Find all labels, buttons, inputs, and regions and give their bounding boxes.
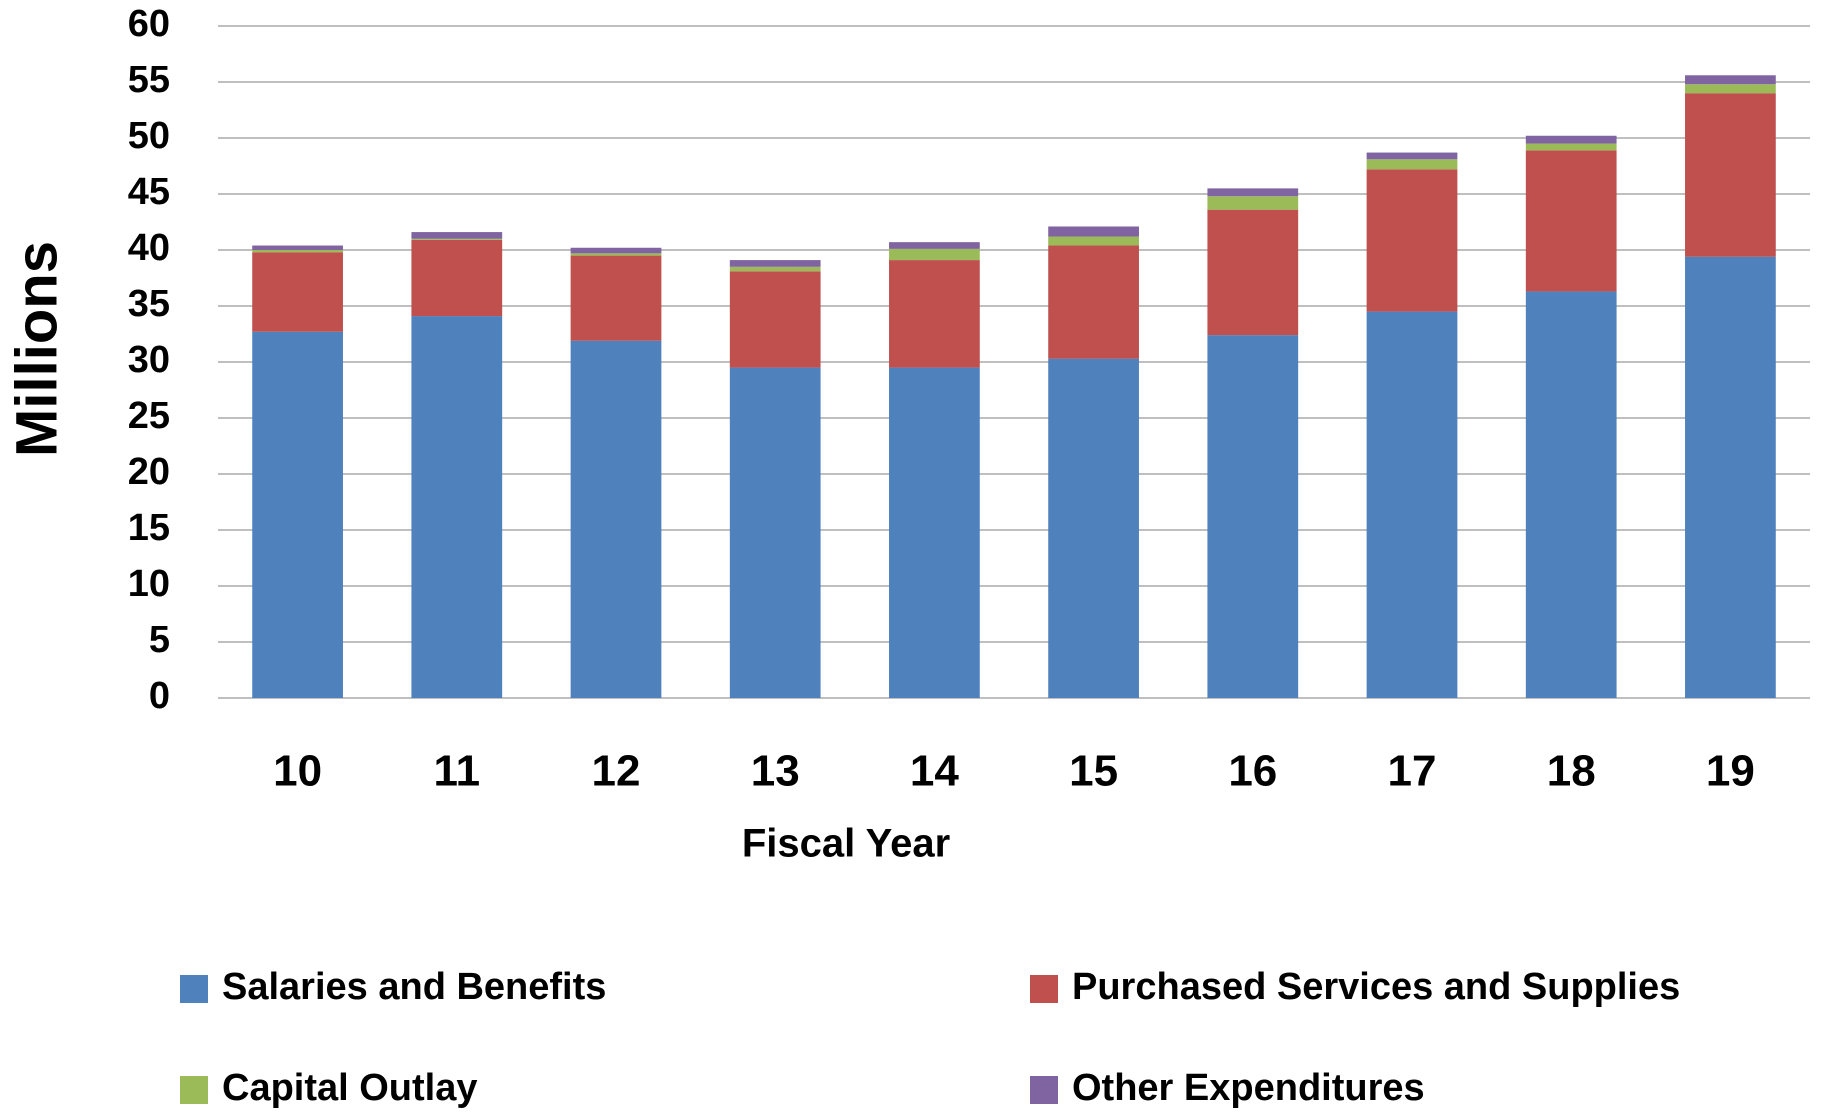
bar-segment [252,250,343,253]
bar-segment [1048,236,1139,246]
bar-segment [889,242,980,249]
bar-segment [1048,226,1139,237]
bar-segment [889,367,980,698]
legend-swatch [180,1076,208,1104]
y-tick-label: 60 [128,3,170,45]
bar-segment [411,316,503,698]
y-tick-label: 25 [128,395,170,437]
legend-label: Capital Outlay [222,1067,478,1109]
x-tick-label: 15 [1069,747,1118,796]
bar-segment [1207,335,1299,698]
bar-segment [1366,152,1458,160]
bar-segment [1048,245,1139,359]
y-tick-label: 50 [128,115,170,157]
x-tick-label: 10 [273,747,322,796]
x-tick-label: 16 [1228,747,1277,796]
bar-segment [411,239,503,317]
y-tick-label: 40 [128,227,170,269]
bar-segment [570,340,662,698]
bar-segment [1366,159,1458,170]
y-tick-label: 5 [149,619,170,661]
x-tick-label: 19 [1706,747,1755,796]
bar-segment [570,255,662,341]
legend-label: Other Expenditures [1072,1067,1425,1109]
y-axis-title: Millions [4,241,69,457]
legend-swatch [1030,1076,1058,1104]
bar-segment [729,271,821,368]
y-tick-label: 45 [128,171,170,213]
bar-segment [1525,135,1617,144]
bar-segment [1525,143,1617,151]
x-tick-label: 14 [910,747,959,796]
bar-segment [411,238,503,240]
bar-segment [889,260,980,368]
bar-segment [1525,150,1617,292]
bar-segment [1207,209,1299,336]
y-tick-label: 55 [128,59,170,101]
x-tick-label: 17 [1388,747,1437,796]
bar-segment [1207,196,1299,210]
bar-segment [729,266,821,272]
x-tick-label: 13 [751,747,800,796]
x-tick-label: 11 [434,747,481,796]
bar-segment [889,248,980,261]
y-tick-label: 0 [149,675,170,717]
bar-segment [411,232,503,239]
legend-swatch [1030,975,1058,1003]
bar-segment [1207,188,1299,197]
bar-segment [729,367,821,698]
bar-segment [1685,256,1776,698]
bar-segment [1685,84,1776,94]
bar-segment [1366,169,1458,312]
bar-segment [570,247,662,254]
y-tick-label: 35 [128,283,170,325]
legend-label: Salaries and Benefits [222,966,606,1008]
y-tick-label: 30 [128,339,170,381]
bar-segment [1366,311,1458,698]
bar-segment [570,253,662,256]
y-tick-label: 15 [128,507,170,549]
y-tick-label: 10 [128,563,170,605]
bar-segment [1048,358,1139,698]
x-tick-label: 12 [592,747,641,796]
bar-segment [252,331,343,698]
bar-segment [1685,75,1776,85]
bar-segment [1685,93,1776,257]
bar-segment [252,252,343,332]
bar-segment [252,245,343,250]
legend-label: Purchased Services and Supplies [1072,966,1680,1008]
bar-segment [729,260,821,267]
bar-segment [1525,291,1617,698]
x-axis-title: Fiscal Year [742,822,950,866]
legend-swatch [180,975,208,1003]
x-tick-label: 18 [1547,747,1596,796]
y-tick-label: 20 [128,451,170,493]
